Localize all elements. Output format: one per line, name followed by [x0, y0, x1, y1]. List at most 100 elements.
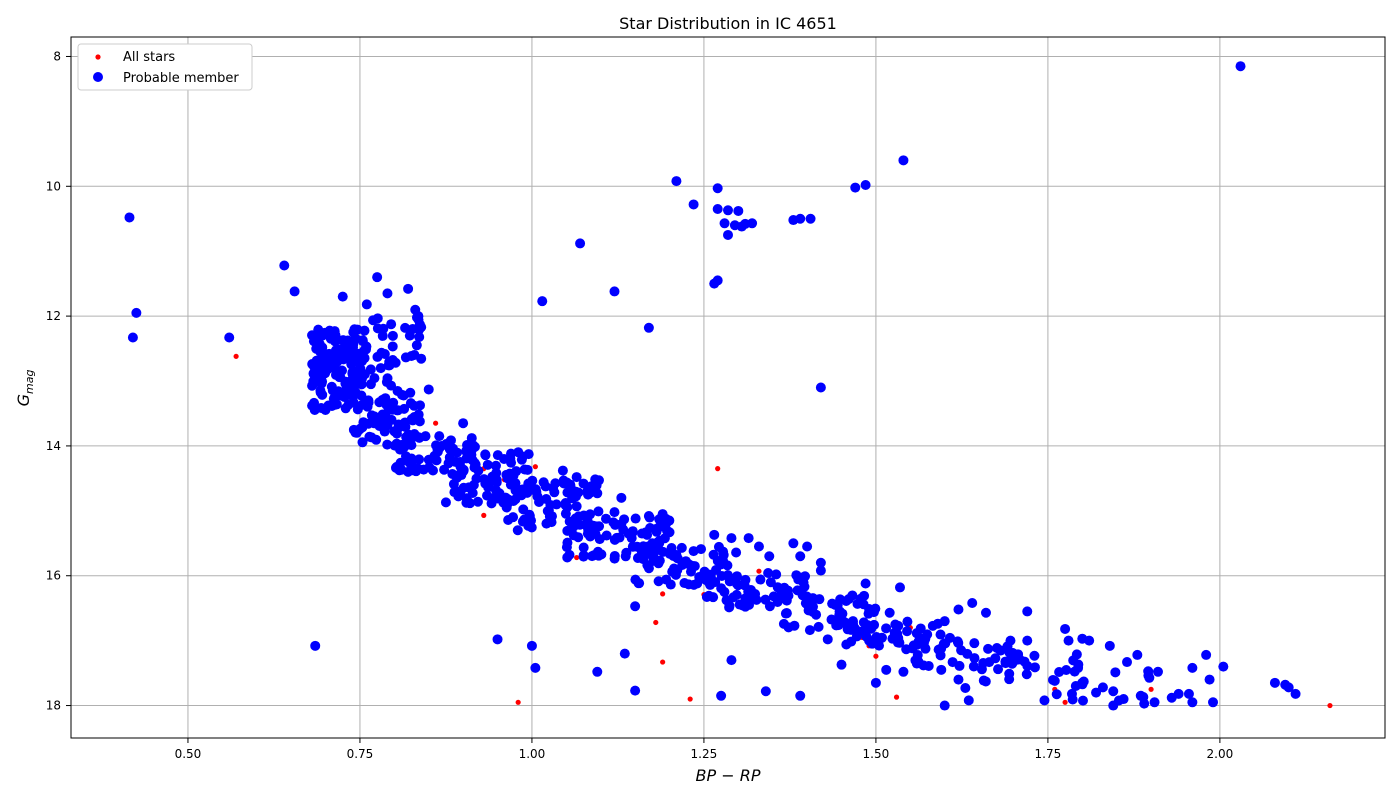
- point-probable-member: [874, 640, 885, 651]
- point-probable-member: [400, 352, 411, 363]
- point-probable-member: [637, 528, 648, 539]
- point-probable-member: [1022, 606, 1033, 617]
- x-axis-label: BP − RP: [696, 766, 761, 785]
- point-probable-member: [1084, 635, 1095, 646]
- point-probable-member: [526, 640, 537, 651]
- point-probable-member: [491, 474, 502, 485]
- point-probable-member: [803, 605, 814, 616]
- point-probable-member: [712, 183, 723, 194]
- point-probable-member: [731, 571, 742, 582]
- point-probable-member: [619, 648, 630, 659]
- point-probable-member: [764, 551, 775, 562]
- point-probable-member: [289, 286, 300, 297]
- point-all-stars: [574, 554, 580, 561]
- point-probable-member: [708, 592, 719, 603]
- point-probable-member: [395, 444, 406, 455]
- point-probable-member: [1149, 697, 1160, 708]
- point-probable-member: [685, 566, 696, 577]
- point-probable-member: [1283, 682, 1294, 693]
- point-probable-member: [723, 205, 733, 216]
- point-probable-member: [671, 549, 682, 560]
- point-probable-member: [376, 347, 387, 358]
- point-probable-member: [815, 382, 826, 393]
- point-probable-member: [1019, 656, 1030, 667]
- point-probable-member: [1029, 650, 1040, 661]
- point-probable-member: [1097, 682, 1108, 693]
- point-probable-member: [461, 453, 472, 464]
- point-probable-member: [461, 497, 472, 508]
- point-all-stars: [532, 464, 538, 470]
- point-probable-member: [524, 510, 535, 521]
- point-probable-member: [647, 538, 658, 549]
- point-probable-member: [312, 327, 323, 338]
- point-probable-member: [650, 523, 661, 534]
- point-probable-member: [983, 643, 994, 654]
- point-probable-member: [346, 359, 357, 370]
- point-probable-member: [1290, 688, 1301, 699]
- legend: All stars Probable member: [77, 43, 253, 91]
- y-axis-ticks: 8 10 12 14 16 18: [46, 49, 71, 713]
- point-probable-member: [482, 459, 493, 470]
- point-probable-member: [366, 410, 377, 421]
- point-probable-member: [980, 607, 991, 618]
- point-probable-member: [709, 278, 720, 289]
- point-probable-member: [654, 514, 665, 525]
- point-probable-member: [440, 497, 451, 508]
- point-probable-member: [541, 494, 552, 505]
- point-probable-member: [386, 319, 397, 330]
- point-probable-member: [414, 324, 425, 335]
- point-probable-member: [954, 660, 965, 671]
- point-all-stars: [1327, 702, 1333, 709]
- point-probable-member: [804, 625, 815, 636]
- point-probable-member: [884, 607, 895, 618]
- point-probable-member: [633, 578, 644, 589]
- point-probable-member: [630, 601, 641, 612]
- point-probable-member: [424, 462, 435, 473]
- point-probable-member: [712, 204, 723, 215]
- point-probable-member: [1039, 695, 1050, 706]
- point-probable-member: [907, 643, 918, 654]
- point-probable-member: [522, 464, 533, 475]
- point-probable-member: [1108, 700, 1119, 711]
- point-probable-member: [279, 260, 290, 271]
- point-probable-member: [323, 400, 334, 411]
- point-probable-member: [469, 458, 480, 469]
- point-probable-member: [813, 621, 824, 632]
- point-probable-member: [709, 529, 720, 540]
- point-probable-member: [439, 464, 450, 475]
- point-probable-member: [850, 182, 861, 193]
- point-probable-member: [549, 487, 560, 498]
- point-probable-member: [490, 485, 501, 496]
- point-probable-member: [500, 492, 511, 503]
- point-probable-member: [798, 577, 809, 588]
- point-probable-member: [771, 569, 782, 580]
- point-probable-member: [131, 307, 142, 318]
- point-probable-member: [538, 477, 549, 488]
- y-tick-label: 16: [46, 569, 61, 583]
- point-probable-member: [431, 455, 442, 466]
- point-probable-member: [1187, 662, 1198, 673]
- point-probable-member: [347, 368, 358, 379]
- point-probable-member: [508, 512, 519, 523]
- point-probable-member: [1269, 677, 1280, 688]
- point-probable-member: [404, 439, 415, 450]
- point-probable-member: [578, 542, 589, 553]
- point-probable-member: [716, 690, 727, 701]
- point-probable-member: [309, 405, 320, 416]
- point-probable-member: [664, 527, 675, 538]
- point-all-stars: [481, 512, 487, 518]
- point-probable-member: [458, 482, 469, 493]
- point-probable-member: [822, 634, 833, 645]
- point-probable-member: [395, 457, 406, 468]
- point-probable-member: [718, 549, 729, 560]
- point-probable-member: [815, 557, 826, 568]
- point-probable-member: [355, 363, 366, 374]
- point-probable-member: [518, 504, 529, 515]
- point-probable-member: [861, 631, 872, 642]
- point-all-stars: [1062, 699, 1068, 705]
- point-probable-member: [722, 570, 733, 581]
- y-tick-label: 12: [46, 309, 61, 323]
- point-probable-member: [591, 521, 602, 532]
- legend-marker-all-stars: [95, 54, 101, 60]
- point-all-stars: [1148, 686, 1154, 692]
